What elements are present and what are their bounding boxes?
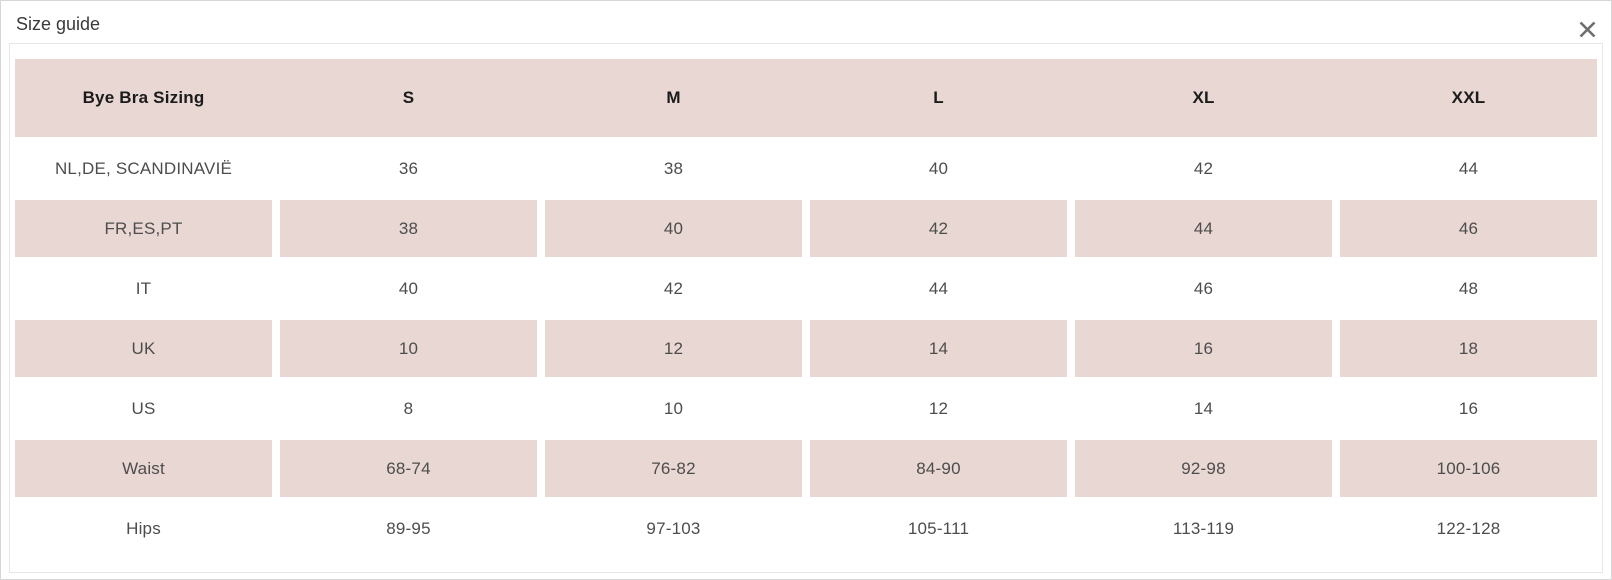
row-label-cell: US bbox=[131, 398, 156, 418]
size-value-cell: 40 bbox=[398, 278, 419, 298]
size-value-cell: 16 bbox=[1458, 398, 1479, 418]
size-value-cell: 48 bbox=[1458, 278, 1479, 298]
size-table-container: Bye Bra Sizing S M L XL XXL NL,DE, SCAND… bbox=[9, 43, 1603, 573]
table-row: Waist 68-74 76-82 84-90 92-98 100-106 bbox=[15, 440, 1597, 497]
size-value-cell: 122-128 bbox=[1436, 518, 1501, 538]
size-value-cell: 40 bbox=[545, 200, 802, 257]
size-value-cell: 40 bbox=[928, 158, 949, 178]
table-row: FR,ES,PT 38 40 42 44 46 bbox=[15, 200, 1597, 257]
size-value-cell: 38 bbox=[280, 200, 537, 257]
size-value-cell: 12 bbox=[928, 398, 949, 418]
size-value-cell: 68-74 bbox=[280, 440, 537, 497]
table-header-row: Bye Bra Sizing S M L XL XXL bbox=[15, 59, 1597, 137]
size-value-cell: 14 bbox=[1193, 398, 1214, 418]
size-value-cell: 18 bbox=[1340, 320, 1597, 377]
size-value-cell: 84-90 bbox=[810, 440, 1067, 497]
row-label-cell: FR,ES,PT bbox=[15, 200, 272, 257]
size-value-cell: 12 bbox=[545, 320, 802, 377]
table-row: Hips 89-95 97-103 105-111 113-119 122-128 bbox=[15, 500, 1597, 557]
table-row: UK 10 12 14 16 18 bbox=[15, 320, 1597, 377]
size-value-cell: 92-98 bbox=[1075, 440, 1332, 497]
size-value-cell: 105-111 bbox=[907, 518, 970, 538]
size-value-cell: 100-106 bbox=[1340, 440, 1597, 497]
table-row: US 8 10 12 14 16 bbox=[15, 380, 1597, 437]
size-value-cell: 113-119 bbox=[1172, 518, 1235, 538]
size-value-cell: 89-95 bbox=[386, 518, 431, 538]
header-cell-xxl: XXL bbox=[1451, 88, 1486, 107]
size-value-cell: 44 bbox=[1458, 158, 1479, 178]
size-value-cell: 10 bbox=[280, 320, 537, 377]
header-cell-l: L bbox=[933, 88, 944, 107]
row-label-cell: Hips bbox=[126, 518, 161, 538]
row-label-cell: NL,DE, SCANDINAVIË bbox=[54, 158, 233, 178]
size-value-cell: 38 bbox=[663, 158, 684, 178]
header-cell-s: S bbox=[402, 88, 415, 107]
header-cell-brand: Bye Bra Sizing bbox=[82, 88, 205, 107]
size-value-cell: 16 bbox=[1075, 320, 1332, 377]
size-value-cell: 46 bbox=[1193, 278, 1214, 298]
size-value-cell: 42 bbox=[1193, 158, 1214, 178]
page-title: Size guide bbox=[16, 14, 101, 34]
size-value-cell: 76-82 bbox=[545, 440, 802, 497]
size-value-cell: 14 bbox=[810, 320, 1067, 377]
header-cell-m: M bbox=[666, 88, 681, 107]
size-value-cell: 44 bbox=[928, 278, 949, 298]
size-value-cell: 46 bbox=[1340, 200, 1597, 257]
size-value-cell: 42 bbox=[810, 200, 1067, 257]
close-icon bbox=[1577, 19, 1598, 40]
row-label-cell: Waist bbox=[15, 440, 272, 497]
size-value-cell: 10 bbox=[663, 398, 684, 418]
header-cell-xl: XL bbox=[1192, 88, 1215, 107]
size-value-cell: 42 bbox=[663, 278, 684, 298]
table-body: NL,DE, SCANDINAVIË 36 38 40 42 44 FR,ES,PT 38 40… bbox=[15, 140, 1597, 557]
close-button[interactable] bbox=[1573, 15, 1601, 43]
size-value-cell: 36 bbox=[398, 158, 419, 178]
row-label-cell: IT bbox=[135, 278, 152, 298]
row-label-cell: UK bbox=[15, 320, 272, 377]
size-value-cell: 44 bbox=[1075, 200, 1332, 257]
table-row: NL,DE, SCANDINAVIË 36 38 40 42 44 bbox=[15, 140, 1597, 197]
table-row: IT 40 42 44 46 48 bbox=[15, 260, 1597, 317]
size-value-cell: 97-103 bbox=[646, 518, 701, 538]
modal-header: Size guide bbox=[1, 1, 1611, 43]
size-value-cell: 8 bbox=[403, 398, 414, 418]
